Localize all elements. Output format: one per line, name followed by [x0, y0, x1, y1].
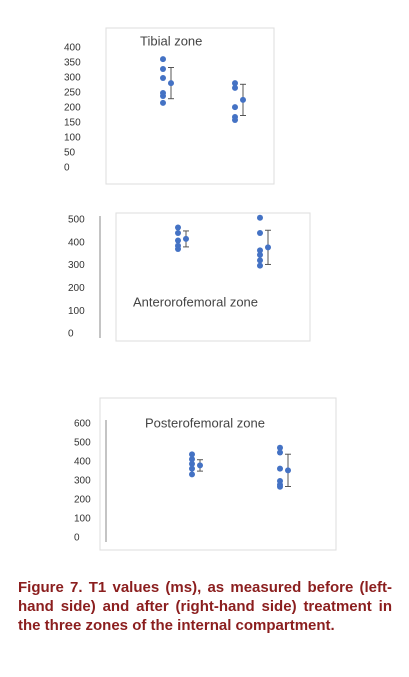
chart-frame	[99, 397, 337, 551]
point	[257, 229, 263, 236]
point	[175, 237, 181, 244]
point	[175, 245, 181, 252]
point	[232, 80, 238, 87]
chart-title: Tibial zone	[140, 33, 202, 48]
point	[160, 75, 166, 81]
point	[160, 93, 166, 99]
point	[160, 66, 166, 72]
y-tick-label: 250	[64, 88, 81, 99]
y-tick-label: 0	[74, 533, 80, 544]
chart-title: Anterorofemoral zone	[133, 294, 258, 309]
point	[232, 84, 238, 91]
point	[257, 247, 263, 254]
y-tick-label: 300	[68, 260, 85, 271]
point	[277, 465, 283, 472]
y-tick-label: 0	[64, 163, 70, 174]
point	[232, 104, 238, 111]
point	[257, 257, 263, 264]
mean-point	[197, 462, 203, 469]
mean-point	[183, 235, 189, 242]
point	[277, 444, 283, 451]
mean-point	[265, 244, 271, 251]
point	[160, 56, 166, 63]
mean-point	[240, 96, 246, 103]
point	[277, 483, 283, 490]
y-tick-label: 500	[74, 438, 91, 449]
chart-frame	[115, 212, 311, 342]
y-tick-label: 400	[64, 43, 81, 54]
y-tick-label: 200	[64, 103, 81, 114]
point	[175, 224, 181, 231]
y-tick-label: 350	[64, 58, 81, 69]
point	[160, 99, 166, 106]
chart-title: Posterofemoral zone	[145, 415, 265, 430]
y-tick-label: 200	[74, 495, 91, 506]
caption: Figure 7. T1 values (ms), as measured be…	[18, 579, 392, 634]
point	[189, 460, 195, 467]
point	[175, 229, 181, 236]
point	[232, 117, 238, 123]
point	[257, 251, 263, 258]
y-tick-label: 100	[74, 514, 91, 525]
y-tick-label: 500	[68, 215, 85, 226]
y-tick-label: 400	[74, 457, 91, 468]
point	[189, 451, 195, 458]
point	[257, 214, 263, 221]
mean-point	[285, 467, 291, 474]
point	[277, 449, 283, 456]
y-tick-label: 100	[68, 306, 85, 317]
point	[189, 465, 195, 472]
y-tick-label: 600	[74, 419, 91, 430]
y-tick-label: 300	[64, 73, 81, 84]
point	[189, 456, 195, 463]
y-tick-label: 50	[64, 148, 76, 159]
y-tick-label: 400	[68, 237, 85, 248]
y-tick-label: 200	[68, 283, 85, 294]
y-tick-label: 0	[68, 329, 74, 340]
point	[189, 471, 195, 478]
y-tick-label: 100	[64, 133, 81, 144]
point	[257, 262, 263, 269]
mean-point	[168, 80, 174, 87]
y-tick-label: 150	[64, 118, 81, 129]
y-tick-label: 300	[74, 476, 91, 487]
chart-frame	[105, 27, 275, 185]
